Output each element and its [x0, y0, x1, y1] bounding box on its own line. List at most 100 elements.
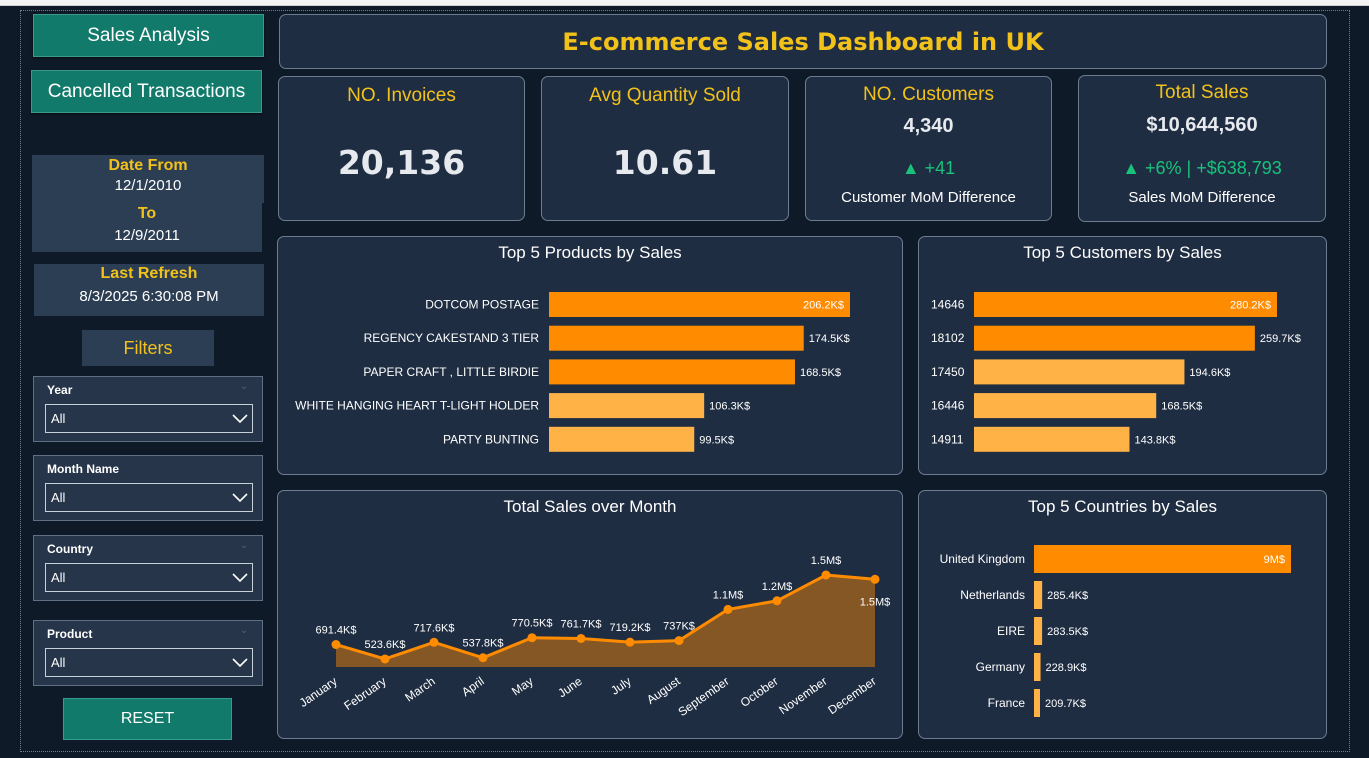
kpi-total-sales-card: Total Sales $10,644,560 ▲ +6% | +$638,79…	[1078, 75, 1326, 222]
dashboard-frame	[20, 10, 1350, 752]
bar	[1034, 617, 1043, 645]
data-label: 1.5M$	[811, 555, 842, 567]
data-point	[527, 633, 537, 643]
bar	[1034, 581, 1043, 609]
category-label: United Kingdom	[940, 552, 1025, 566]
top-products-chart-title: Top 5 Products by Sales	[498, 243, 682, 262]
sales-over-month-chart-svg: 691.4K$ January 523.6K$ February 717.6K$ Marc…	[297, 555, 891, 719]
data-point	[723, 604, 733, 614]
data-point	[331, 640, 341, 650]
data-label: 280.2K$	[1230, 300, 1271, 312]
bar	[974, 325, 1255, 351]
kpi-customers-value: 4,340	[903, 115, 954, 137]
year-slicer-label: Year	[47, 383, 73, 397]
category-label: 14646	[931, 298, 965, 312]
last-refresh-label: Last Refresh	[100, 265, 198, 282]
data-label: 537.8K$	[463, 638, 504, 650]
chevron-down-icon: ⌄	[239, 540, 248, 551]
chevron-down-icon: ⌄	[239, 625, 248, 636]
category-label: EIRE	[997, 624, 1025, 638]
bar	[549, 325, 804, 351]
product-dropdown[interactable]: All	[45, 648, 253, 677]
month-slicer-label: Month Name	[47, 462, 119, 476]
kpi-customers-card: NO. Customers 4,340 ▲ +41 Customer MoM D…	[805, 76, 1052, 221]
kpi-customers-sub: Customer MoM Difference	[841, 189, 1016, 206]
data-point	[674, 636, 684, 646]
bar	[549, 393, 705, 419]
month-dropdown[interactable]: All	[45, 483, 253, 512]
year-dropdown-value: All	[51, 411, 66, 426]
month-slicer[interactable]: Month Name All	[33, 455, 263, 521]
bar	[1034, 689, 1040, 717]
data-label: 1.5M$	[860, 596, 891, 608]
chevron-down-icon: ⌄	[239, 381, 248, 392]
data-label: 1.2M$	[762, 581, 793, 593]
bar	[1034, 545, 1291, 573]
top-countries-chart-title: Top 5 Countries by Sales	[1028, 497, 1217, 516]
bar	[974, 426, 1130, 452]
data-label: 761.7K$	[561, 618, 602, 630]
data-point	[870, 574, 880, 584]
kpi-total-sales-sub: Sales MoM Difference	[1128, 189, 1276, 206]
top-customers-chart: Top 5 Customers by Sales 14646 280.2K$ 181…	[918, 236, 1327, 475]
month-dropdown-value: All	[51, 490, 66, 505]
app-ribbon-strip	[0, 0, 1369, 6]
dropdown-caret-icon	[232, 573, 248, 583]
cancelled-transactions-button[interactable]: Cancelled Transactions	[31, 70, 262, 113]
data-label: 719.2K$	[610, 622, 651, 634]
date-to-card: To 12/9/2011	[32, 203, 262, 252]
data-label: 259.7K$	[1260, 333, 1301, 345]
country-dropdown-value: All	[51, 570, 66, 585]
kpi-invoices-card: NO. Invoices 20,136	[278, 76, 525, 221]
sales-analysis-button[interactable]: Sales Analysis	[33, 14, 264, 57]
top-countries-chart: Top 5 Countries by Sales United Kingdom 9…	[918, 490, 1327, 739]
kpi-invoices-title: NO. Invoices	[347, 85, 456, 106]
data-point	[625, 637, 635, 647]
kpi-avg-quantity-title: Avg Quantity Sold	[589, 85, 741, 106]
x-tick-label: March	[402, 674, 437, 705]
area-fill	[336, 575, 875, 667]
kpi-customers-delta: ▲ +41	[901, 158, 956, 178]
top-customers-chart-svg: 14646 280.2K$ 18102 259.7K$ 17450 194.6K$ 1644…	[931, 292, 1301, 452]
kpi-avg-quantity-value: 10.61	[612, 143, 718, 182]
country-dropdown[interactable]: All	[45, 563, 253, 592]
date-to-label: To	[137, 205, 157, 222]
date-from-card: Date From 12/1/2010	[32, 155, 264, 203]
year-slicer[interactable]: Year ⌄ All	[33, 376, 263, 442]
data-point	[380, 654, 390, 664]
kpi-invoices-value: 20,136	[337, 143, 466, 182]
data-label: 99.5K$	[699, 434, 734, 446]
data-label: 1.1M$	[713, 589, 744, 601]
x-tick-label: February	[341, 674, 388, 713]
last-refresh-card: Last Refresh 8/3/2025 6:30:08 PM	[34, 264, 264, 316]
last-refresh-value: 8/3/2025 6:30:08 PM	[79, 288, 219, 305]
x-tick-label: October	[738, 674, 781, 710]
x-tick-label: September	[676, 674, 732, 719]
top-countries-chart-svg: United Kingdom 9M$ Netherlands 285.4K$ EIRE 2…	[940, 545, 1291, 717]
bar	[974, 292, 1277, 317]
kpi-total-sales-value: $10,644,560	[1146, 114, 1258, 136]
bar	[1034, 653, 1041, 681]
product-slicer[interactable]: Product ⌄ All	[33, 620, 263, 686]
reset-button[interactable]: RESET	[63, 698, 232, 740]
data-label: 285.4K$	[1047, 590, 1088, 602]
kpi-avg-quantity-card: Avg Quantity Sold 10.61	[541, 76, 789, 221]
dropdown-caret-icon	[232, 658, 248, 668]
category-label: France	[988, 696, 1026, 710]
data-label: 174.5K$	[809, 333, 850, 345]
data-label: 737K$	[663, 621, 695, 633]
x-tick-label: May	[509, 674, 536, 698]
kpi-total-sales-delta: ▲ +6% | +$638,793	[1122, 158, 1282, 178]
data-point	[576, 633, 586, 643]
data-label: 523.6K$	[365, 639, 406, 651]
data-label: 283.5K$	[1047, 626, 1088, 638]
data-label: 143.8K$	[1135, 434, 1176, 446]
country-slicer[interactable]: Country ⌄ All	[33, 535, 263, 601]
category-label: Germany	[976, 660, 1025, 674]
year-dropdown[interactable]: All	[45, 404, 253, 433]
bar	[974, 393, 1157, 419]
top-customers-chart-title: Top 5 Customers by Sales	[1023, 243, 1222, 262]
product-slicer-label: Product	[47, 627, 93, 641]
data-label: 228.9K$	[1046, 662, 1087, 674]
category-label: 16446	[931, 399, 965, 413]
